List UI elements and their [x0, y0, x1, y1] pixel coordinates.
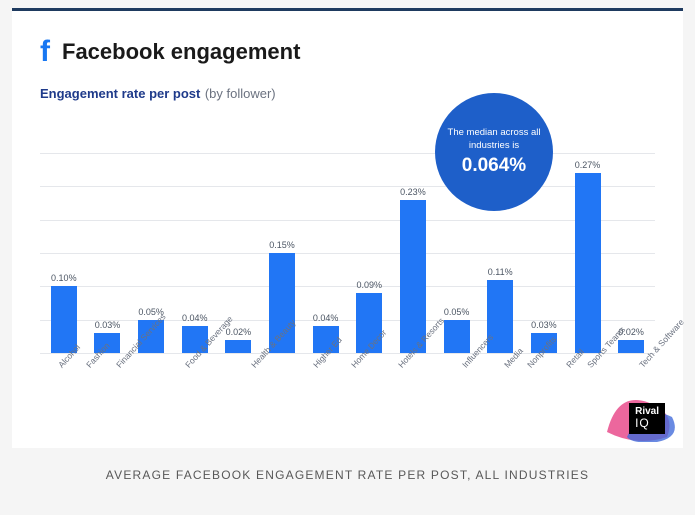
bar-value-label: 0.03% — [95, 320, 121, 330]
bar — [575, 173, 601, 353]
facebook-icon: f — [40, 35, 50, 69]
caption: AVERAGE FACEBOOK ENGAGEMENT RATE PER POS… — [0, 468, 695, 482]
bar-value-label: 0.04% — [313, 313, 339, 323]
bar — [400, 200, 426, 353]
bar-wrap: 0.10% — [42, 286, 86, 353]
bar-value-label: 0.04% — [182, 313, 208, 323]
bar-value-label: 0.15% — [269, 240, 295, 250]
median-value: 0.064% — [462, 155, 526, 177]
median-badge: The median across all industries is 0.06… — [435, 93, 553, 211]
subtitle: Engagement rate per post (by follower) — [40, 85, 655, 103]
bar-value-label: 0.27% — [575, 160, 601, 170]
bar — [618, 340, 644, 353]
chart-title: Facebook engagement — [62, 39, 300, 65]
x-axis: AlcoholFashionFinancial ServicesFood & B… — [40, 359, 655, 369]
rival-iq-logo: Rival IQ — [629, 403, 665, 434]
chart-card: f Facebook engagement Engagement rate pe… — [12, 8, 683, 448]
bar-chart: 0.10% 0.03% 0.05% 0.04% 0.02% 0.15% 0.04% 0.09%… — [40, 153, 655, 413]
bar-value-label: 0.11% — [488, 267, 513, 277]
bar-value-label: 0.10% — [51, 273, 77, 283]
bars-container: 0.10% 0.03% 0.05% 0.04% 0.02% 0.15% 0.04% 0.09%… — [40, 153, 655, 353]
median-text-1: The median across all — [448, 127, 541, 139]
bar — [444, 320, 470, 353]
median-text-2: industries is — [469, 140, 519, 152]
bar-value-label: 0.02% — [226, 327, 252, 337]
bar-wrap: 0.02% — [217, 340, 261, 353]
bar-value-label: 0.03% — [531, 320, 557, 330]
bar — [225, 340, 251, 353]
header: f Facebook engagement — [40, 35, 655, 69]
bar-wrap: 0.27% — [566, 173, 610, 353]
bar-value-label: 0.09% — [357, 280, 383, 290]
subtitle-paren: (by follower) — [205, 86, 276, 101]
subtitle-main: Engagement rate per post — [40, 86, 200, 101]
logo-line2: IQ — [635, 417, 659, 430]
bar-value-label: 0.23% — [400, 187, 426, 197]
bar-value-label: 0.05% — [444, 307, 470, 317]
